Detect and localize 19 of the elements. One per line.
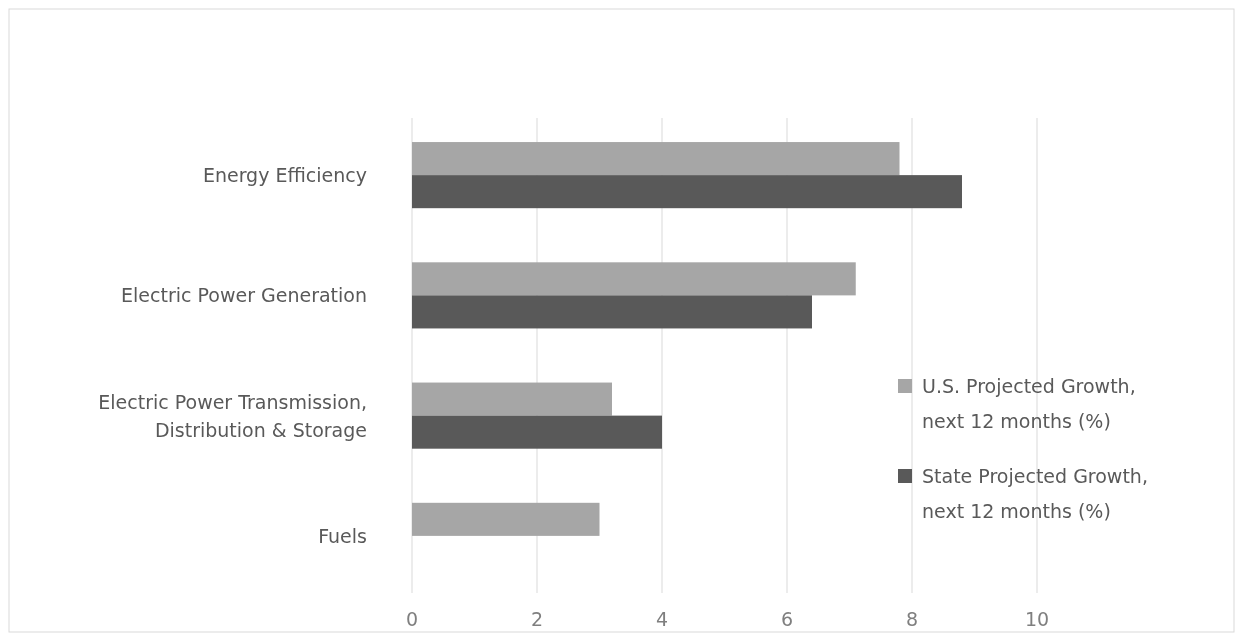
x-tick-label: 4 bbox=[655, 608, 669, 630]
bar bbox=[412, 415, 662, 449]
legend-label: State Projected Growth, next 12 months (%) bbox=[922, 465, 1148, 522]
bar bbox=[412, 142, 900, 176]
legend-label: U.S. Projected Growth, next 12 months (%) bbox=[922, 375, 1136, 432]
bar bbox=[412, 262, 856, 296]
bar bbox=[412, 502, 600, 536]
bar bbox=[412, 295, 812, 329]
y-tick-label: Fuels bbox=[318, 524, 367, 547]
y-tick-label: Electric Power Transmission, Distribution & Storage bbox=[98, 390, 367, 441]
x-tick-label: 10 bbox=[1024, 608, 1050, 630]
x-tick-label: 6 bbox=[780, 608, 794, 630]
x-tick-label: 2 bbox=[530, 608, 544, 630]
x-tick-label: 8 bbox=[905, 608, 919, 630]
bar bbox=[412, 382, 612, 416]
bar bbox=[412, 175, 962, 209]
y-tick-label: Energy Efficiency bbox=[202, 164, 367, 187]
y-tick-label: Electric Power Generation bbox=[121, 284, 367, 307]
x-tick-label: 0 bbox=[405, 608, 419, 630]
